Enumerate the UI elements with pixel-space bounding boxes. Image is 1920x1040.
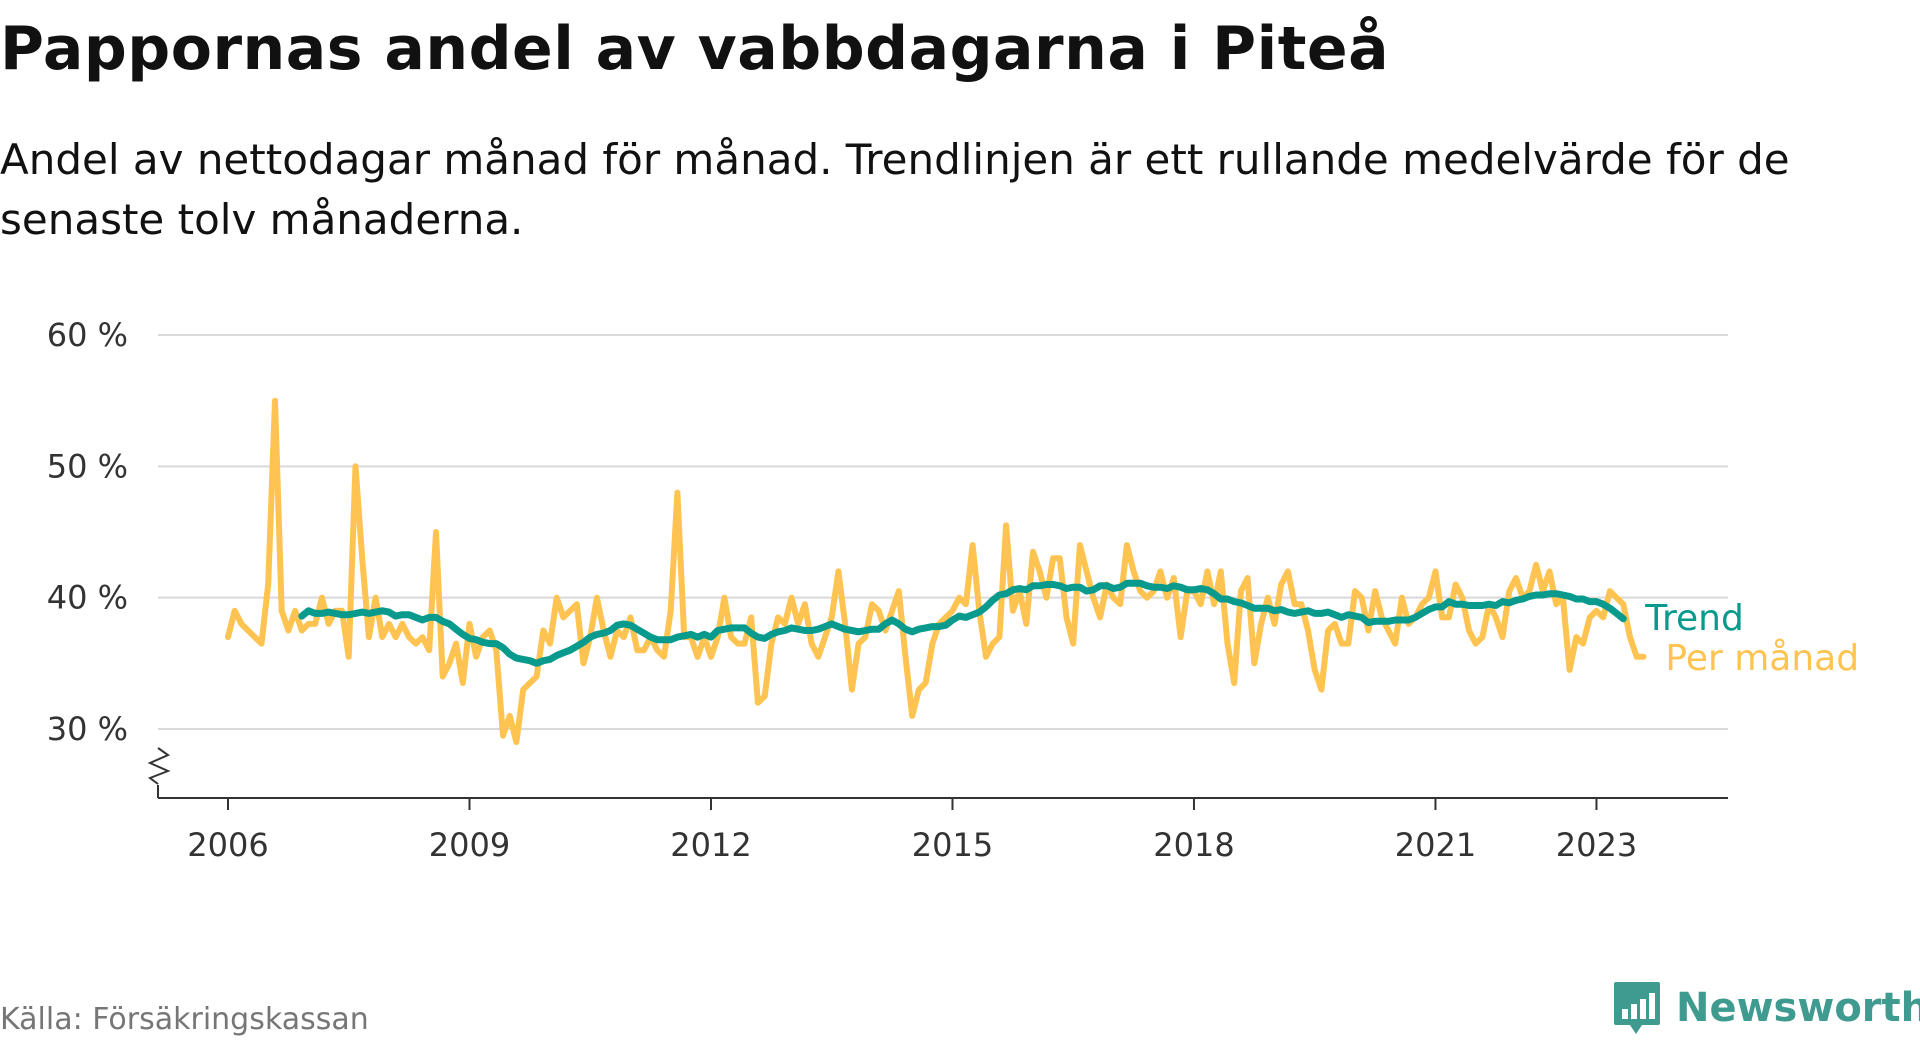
y-tick-label: 40 % [47,579,128,617]
source-note: Källa: Försäkringskassan [0,1002,369,1037]
trend-series-line [298,579,1627,667]
newsworthy-logo-icon [1614,982,1660,1034]
y-tick-label: 60 % [47,316,128,354]
x-tick-label: 2006 [187,826,268,864]
x-tick-label: 2012 [670,826,751,864]
x-tick-label: 2018 [1153,826,1234,864]
chart-title: Pappornas andel av vabbdagarna i Piteå [0,14,1390,84]
axis-break-icon [147,747,171,785]
monthly-series-line [225,397,1647,746]
series [225,397,1647,746]
x-tick-label: 2009 [429,826,510,864]
brand-name: Newsworthy [1676,985,1920,1031]
brand-logo[interactable]: Newsworthy [1612,978,1920,1038]
x-tick-label: 2015 [912,826,993,864]
x-tick-label: 2023 [1556,826,1637,864]
y-tick-label: 30 % [47,710,128,748]
series-label: Trend [1644,598,1744,639]
gridlines [158,334,1728,730]
y-tick-label: 50 % [47,447,128,485]
series-label: Per månad [1665,638,1859,679]
chart-subtitle: Andel av nettodagar månad för månad. Tre… [0,135,1790,244]
x-tick-label: 2021 [1395,826,1476,864]
axes: 30 % 40 % 50 % 60 % 2006 2009 2012 2015 2018 2021… [47,316,1728,864]
